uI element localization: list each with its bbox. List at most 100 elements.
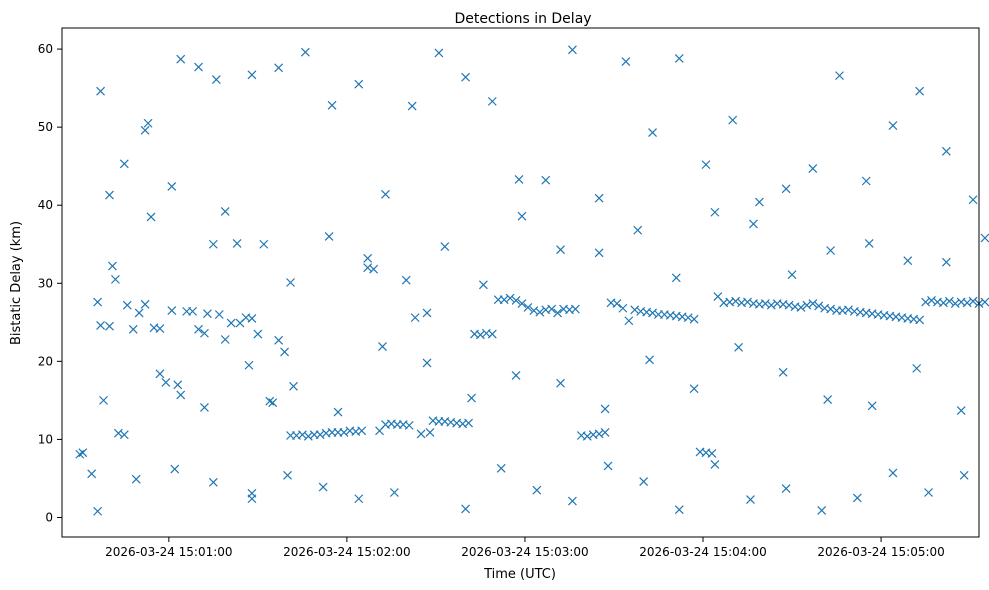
data-point	[280, 347, 289, 357]
data-point	[787, 270, 797, 280]
data-point	[835, 71, 844, 81]
data-point	[710, 459, 720, 469]
data-point	[478, 280, 488, 290]
data-point	[888, 121, 898, 131]
data-point	[701, 160, 711, 170]
data-point	[938, 298, 948, 308]
data-point	[339, 427, 349, 437]
data-point	[268, 398, 278, 408]
data-point	[689, 314, 699, 324]
data-point	[734, 342, 744, 352]
data-point	[354, 79, 364, 89]
data-point	[808, 164, 818, 173]
chart-title: Detections in Delay	[454, 11, 591, 27]
data-point	[867, 401, 877, 411]
data-point	[648, 308, 657, 318]
data-point	[161, 378, 171, 387]
data-point	[648, 128, 657, 138]
data-point	[176, 54, 186, 64]
data-point	[671, 273, 681, 283]
data-point	[594, 248, 604, 258]
data-point	[440, 242, 450, 252]
data-point	[434, 48, 444, 58]
data-point	[710, 207, 720, 217]
y-tick-label: 0	[45, 510, 53, 524]
data-point	[570, 304, 580, 314]
data-point	[143, 118, 153, 128]
data-point	[131, 474, 141, 484]
data-point	[274, 335, 284, 345]
data-point	[247, 70, 257, 80]
data-point	[208, 239, 218, 249]
data-point	[496, 463, 506, 473]
data-point	[220, 207, 230, 216]
data-point	[594, 193, 604, 203]
data-point	[410, 313, 420, 323]
x-tick-label: 2026-03-24 15:04:00	[639, 545, 766, 559]
data-point	[96, 321, 106, 330]
x-tick-label: 2026-03-24 15:01:00	[105, 545, 232, 559]
data-point	[200, 328, 209, 338]
y-tick-label: 10	[38, 432, 53, 446]
data-point	[529, 306, 539, 316]
data-point	[422, 308, 432, 318]
data-point	[633, 225, 643, 235]
data-point	[861, 176, 871, 186]
data-point	[618, 303, 628, 313]
data-point	[781, 184, 791, 194]
data-point	[194, 324, 203, 334]
data-point	[731, 296, 741, 306]
data-point	[461, 72, 471, 82]
data-point	[78, 448, 88, 458]
data-point	[422, 358, 432, 368]
data-point	[110, 274, 120, 284]
data-point	[517, 211, 527, 221]
y-axis-label: Bistatic Delay (km)	[9, 221, 24, 345]
data-point	[476, 330, 485, 340]
data-point	[612, 299, 622, 309]
data-point	[683, 313, 693, 323]
data-point	[511, 370, 521, 380]
data-point	[99, 395, 108, 405]
data-point	[401, 275, 411, 285]
data-point	[381, 189, 390, 199]
data-point	[941, 146, 951, 156]
data-point	[707, 449, 717, 458]
y-tick-label: 50	[38, 120, 53, 134]
data-point	[96, 86, 106, 96]
data-point	[416, 429, 426, 439]
data-point	[941, 257, 951, 267]
data-point	[568, 496, 577, 506]
data-point	[784, 300, 794, 310]
data-point	[802, 300, 812, 310]
data-point	[253, 329, 263, 339]
data-point	[674, 54, 684, 63]
data-point	[505, 293, 515, 303]
data-point	[944, 296, 954, 306]
y-tick-label: 60	[38, 42, 53, 56]
data-point	[760, 299, 770, 309]
data-point	[407, 101, 417, 111]
data-point	[128, 324, 138, 334]
y-axis: 0 10 20 30 40 50 60	[38, 42, 62, 524]
data-point	[333, 407, 343, 417]
data-point	[852, 493, 862, 503]
data-point	[369, 264, 379, 274]
data-point	[639, 477, 649, 486]
data-point	[600, 427, 610, 437]
x-tick-label: 2026-03-24 15:05:00	[817, 545, 944, 559]
data-point	[303, 431, 313, 441]
data-point	[170, 464, 180, 474]
data-point	[140, 125, 150, 135]
data-point	[553, 308, 563, 318]
data-point	[140, 299, 150, 309]
data-point	[532, 485, 542, 495]
data-point	[817, 506, 827, 515]
x-tick-label: 2026-03-24 15:02:00	[283, 545, 410, 559]
data-point	[122, 300, 132, 310]
data-point	[915, 315, 925, 325]
data-point	[173, 380, 183, 390]
data-point	[924, 488, 933, 497]
data-point	[630, 305, 640, 315]
